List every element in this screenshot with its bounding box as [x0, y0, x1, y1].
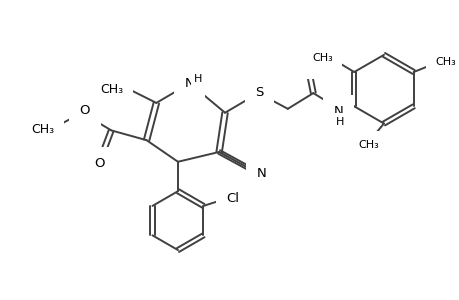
- Text: CH₃: CH₃: [311, 53, 332, 63]
- Text: Cl: Cl: [226, 192, 239, 205]
- Text: H: H: [194, 74, 202, 84]
- Text: O: O: [79, 104, 90, 117]
- Text: N: N: [185, 77, 194, 90]
- Text: O: O: [303, 55, 314, 68]
- Text: CH₃: CH₃: [31, 123, 54, 136]
- Text: CH₃: CH₃: [100, 83, 123, 96]
- Text: S: S: [255, 85, 263, 99]
- Text: N: N: [333, 105, 343, 118]
- Text: CH₃: CH₃: [434, 57, 455, 67]
- Text: H: H: [335, 117, 343, 127]
- Text: CH₃: CH₃: [358, 140, 379, 150]
- Text: N: N: [256, 167, 266, 180]
- Text: O: O: [94, 157, 105, 170]
